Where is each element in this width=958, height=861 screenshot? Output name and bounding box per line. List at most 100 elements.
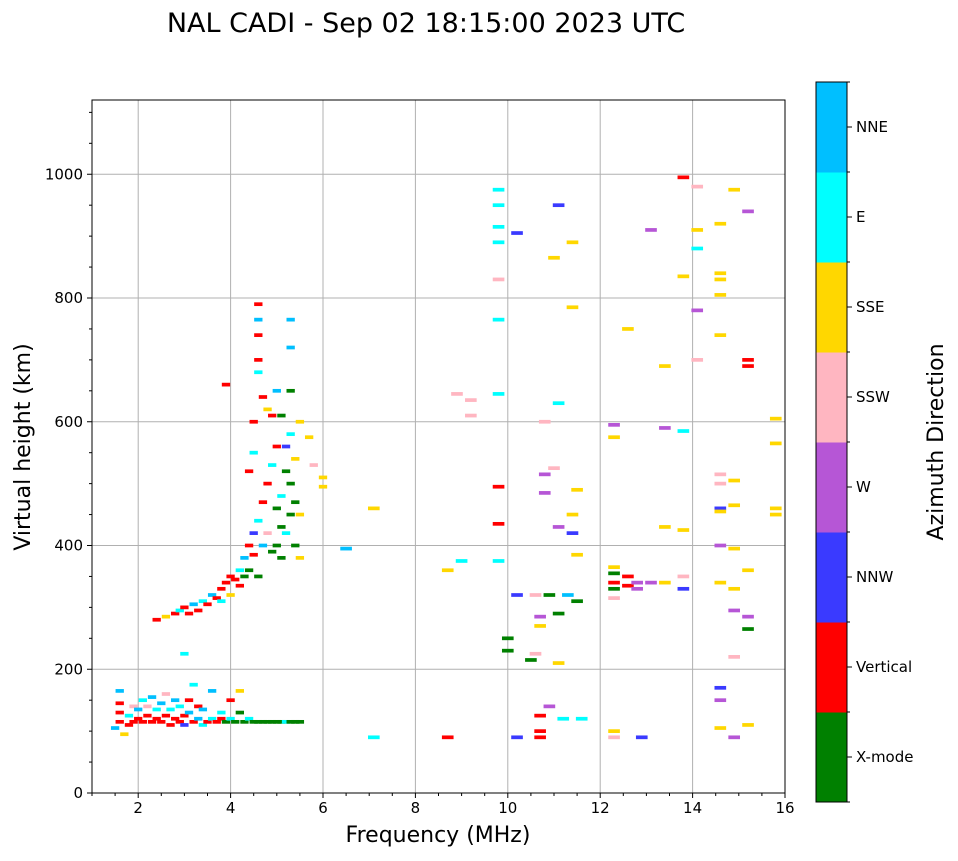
data-point-vertical [147, 719, 157, 724]
data-point-sse [714, 293, 727, 297]
data-point-vertical [171, 716, 180, 721]
data-point-vertical [221, 382, 231, 387]
data-point-vertical [203, 719, 212, 724]
data-point-x-mode [249, 719, 258, 724]
y-tick-label: 400 [54, 537, 83, 555]
colorbar-segment [816, 532, 847, 623]
data-point-x-mode [240, 719, 249, 724]
data-point-e [244, 716, 254, 721]
data-point-sse [295, 419, 305, 424]
data-point-e [677, 429, 690, 433]
data-point-w [742, 209, 754, 214]
data-point-x-mode [742, 627, 754, 631]
data-point-e [138, 698, 147, 703]
data-point-x-mode [286, 388, 295, 393]
data-point-vertical [268, 413, 277, 418]
data-point-vertical [492, 521, 505, 526]
data-point-vertical [244, 469, 254, 474]
data-point-ssw [677, 574, 690, 579]
data-point-e [281, 719, 291, 724]
data-point-sse [120, 732, 129, 737]
x-tick-label: 16 [775, 799, 794, 817]
data-point-vertical [231, 577, 240, 582]
x-tick-label: 2 [133, 799, 143, 817]
colorbar-label: Azimuth Direction [924, 343, 949, 540]
x-axis-label: Frequency (MHz) [346, 823, 531, 848]
data-point-sse [161, 614, 171, 619]
data-point-x-mode [571, 599, 583, 604]
data-point-w [691, 308, 704, 313]
data-point-sse [441, 568, 454, 573]
data-point-vertical [249, 552, 258, 557]
data-point-x-mode [552, 611, 565, 616]
data-point-e [557, 716, 570, 721]
data-point-x-mode [221, 719, 231, 724]
data-point-sse [534, 624, 546, 628]
data-point-vertical [254, 358, 263, 362]
data-point-x-mode [608, 586, 620, 591]
data-point-sse [728, 187, 741, 192]
data-point-ssw [492, 277, 505, 282]
data-point-nnw [249, 531, 258, 535]
data-point-x-mode [268, 719, 277, 724]
data-point-ssw [728, 655, 741, 659]
data-point-x-mode [286, 719, 295, 724]
data-point-nne [189, 602, 198, 607]
data-point-sse [566, 305, 579, 310]
colorbar-segment [816, 82, 847, 173]
data-point-e [492, 559, 505, 563]
data-point-e [367, 735, 380, 740]
data-point-vertical [212, 596, 221, 600]
chart-title: NAL CADI - Sep 02 18:15:00 2023 UTC [167, 8, 685, 39]
colorbar-segment [816, 352, 847, 443]
data-point-sse [295, 512, 305, 517]
data-point-sse [714, 271, 727, 276]
data-point-sse [571, 552, 583, 557]
data-point-vertical [194, 608, 203, 613]
data-point-vertical [622, 583, 634, 588]
data-point-nne [194, 716, 203, 721]
data-point-vertical [226, 698, 235, 703]
data-point-nne [562, 593, 574, 597]
data-point-sse [548, 255, 560, 260]
data-point-e [207, 716, 217, 721]
data-point-ssw [529, 593, 542, 597]
data-point-vertical [184, 611, 194, 616]
data-point-vertical [534, 729, 546, 733]
y-tick-label: 600 [54, 413, 83, 431]
colorbar-tick-label: SSE [856, 298, 885, 316]
data-point-sse [714, 221, 727, 226]
data-point-nne [272, 388, 281, 393]
data-point-sse [608, 729, 620, 733]
data-point-x-mode [525, 658, 537, 662]
data-point-sse [291, 457, 300, 461]
data-point-vertical [622, 574, 634, 579]
data-point-w [534, 614, 546, 619]
data-point-sse [742, 568, 754, 573]
y-axis-ticks: 0 200 400 600 800 1000 [45, 111, 92, 802]
x-axis-ticks: 2 4 6 8 10 12 14 16 [91, 793, 795, 817]
data-point-sse [318, 475, 328, 480]
data-point-vertical [171, 611, 180, 616]
data-point-vertical [263, 481, 272, 486]
colorbar-tick-label: NNW [856, 568, 893, 586]
data-point-nne [134, 707, 143, 712]
data-point-sse [769, 416, 782, 421]
data-point-e [166, 707, 175, 712]
data-point-sse [566, 240, 579, 245]
data-point-e [492, 392, 505, 396]
data-point-w [659, 426, 671, 430]
data-point-nnw [511, 735, 523, 740]
data-point-ssw [548, 466, 560, 471]
data-point-vertical [157, 719, 166, 724]
data-point-x-mode [272, 719, 281, 724]
data-point-sse [728, 546, 741, 551]
data-point-sse [691, 228, 704, 232]
data-point-vertical [254, 302, 263, 307]
data-point-sse [367, 506, 380, 511]
data-point-w [552, 525, 565, 529]
data-point-vertical [129, 719, 138, 724]
data-point-x-mode [608, 571, 620, 576]
data-point-x-mode [291, 500, 300, 505]
data-point-nnw [635, 735, 648, 740]
